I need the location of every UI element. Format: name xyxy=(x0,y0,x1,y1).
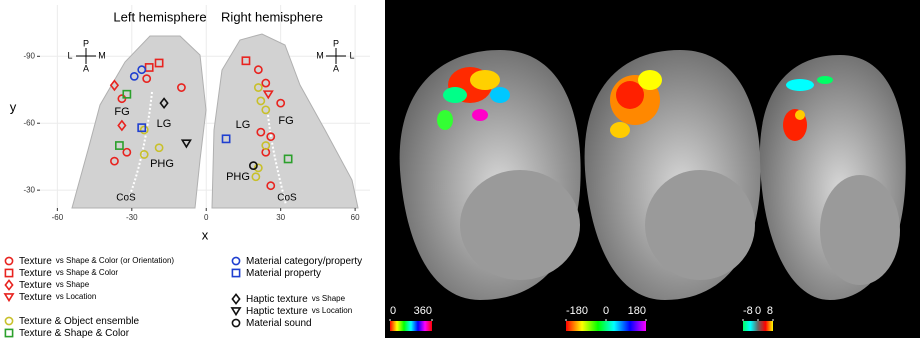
annotation: FG xyxy=(114,106,129,118)
legend-condition: vs Shape xyxy=(312,294,346,303)
x-axis-label: x xyxy=(202,227,209,242)
legend-label: Texture vs Shape & Color (or Orientation) xyxy=(19,256,174,267)
colorbar-tick-label: -8 xyxy=(743,305,753,317)
legend-name: Material category/property xyxy=(246,256,362,267)
colorbar xyxy=(566,321,646,331)
legend-label: Haptic texture vs Shape xyxy=(246,294,346,305)
legend-label: Material category/property xyxy=(246,256,362,267)
annotation: LG xyxy=(236,119,251,131)
legend-label: Texture vs Location xyxy=(19,292,96,303)
colorbar xyxy=(390,321,432,331)
legend-name: Haptic texture xyxy=(246,306,308,317)
y-tick-label: -30 xyxy=(23,185,35,194)
panel-title: Right hemisphere xyxy=(221,9,323,24)
panel-title: Left hemisphere xyxy=(113,9,206,24)
legend-label: Material sound xyxy=(246,318,312,329)
legend-name: Haptic texture xyxy=(246,294,308,305)
legend-label: Haptic texture vs Location xyxy=(246,306,352,317)
colorbar-tick-label: 180 xyxy=(628,305,646,317)
legend-condition: vs Location xyxy=(56,292,96,301)
annotation: PHG xyxy=(150,158,174,170)
x-tick-label: 30 xyxy=(276,213,285,222)
legend-condition: vs Shape xyxy=(56,280,90,289)
annotation: L xyxy=(349,50,354,60)
annotation: M xyxy=(98,50,106,60)
legend-label: Texture & Shape & Color xyxy=(19,328,130,338)
legend-condition: vs Shape & Color (or Orientation) xyxy=(56,256,175,265)
legend-name: Texture & Object ensemble xyxy=(19,316,139,327)
annotation: M xyxy=(316,50,324,60)
legend-name: Material sound xyxy=(246,318,312,329)
annotation: P xyxy=(83,38,89,48)
annotation: CoS xyxy=(116,193,136,204)
annotation: LG xyxy=(157,118,172,130)
colorbar-tick-label: 8 xyxy=(767,305,773,317)
figure: -60 -30 0 30 60 -90 -60 -30 x y Left hemisphere Rig… xyxy=(0,0,920,338)
legend-name: Texture xyxy=(19,268,52,279)
brain-images xyxy=(400,50,906,300)
legend-name: Texture xyxy=(19,292,52,303)
colorbar-tick-label: 0 xyxy=(390,305,396,317)
legend-name: Texture xyxy=(19,256,52,267)
annotation: L xyxy=(67,50,72,60)
annotation: PHG xyxy=(226,171,250,183)
x-tick-label: 60 xyxy=(351,213,360,222)
legend-name: Material property xyxy=(246,268,321,279)
annotation: A xyxy=(333,63,339,73)
y-tick-label: -90 xyxy=(23,51,35,60)
legend-name: Texture & Shape & Color xyxy=(19,328,130,338)
colorbar-tick-label: -180 xyxy=(566,305,588,317)
legend-name: Texture xyxy=(19,280,52,291)
x-tick-label: -30 xyxy=(126,213,138,222)
x-tick-label: 0 xyxy=(204,213,209,222)
legend-condition: vs Shape & Color xyxy=(56,268,119,277)
colorbar-tick-label: 0 xyxy=(603,305,609,317)
x-tick-label: -60 xyxy=(52,213,64,222)
annotation: CoS xyxy=(277,193,297,204)
annotation: A xyxy=(83,63,89,73)
annotation: P xyxy=(333,38,339,48)
annotation: FG xyxy=(278,115,293,127)
y-axis-label: y xyxy=(10,99,17,114)
colorbar-tick-label: 360 xyxy=(414,305,432,317)
legend-label: Texture vs Shape & Color xyxy=(19,268,118,279)
legend-label: Material property xyxy=(246,268,321,279)
legend-condition: vs Location xyxy=(312,306,352,315)
y-tick-label: -60 xyxy=(23,118,35,127)
legend-label: Texture & Object ensemble xyxy=(19,316,139,327)
colorbar xyxy=(743,321,773,331)
colorbar-tick-label: 0 xyxy=(755,305,761,317)
